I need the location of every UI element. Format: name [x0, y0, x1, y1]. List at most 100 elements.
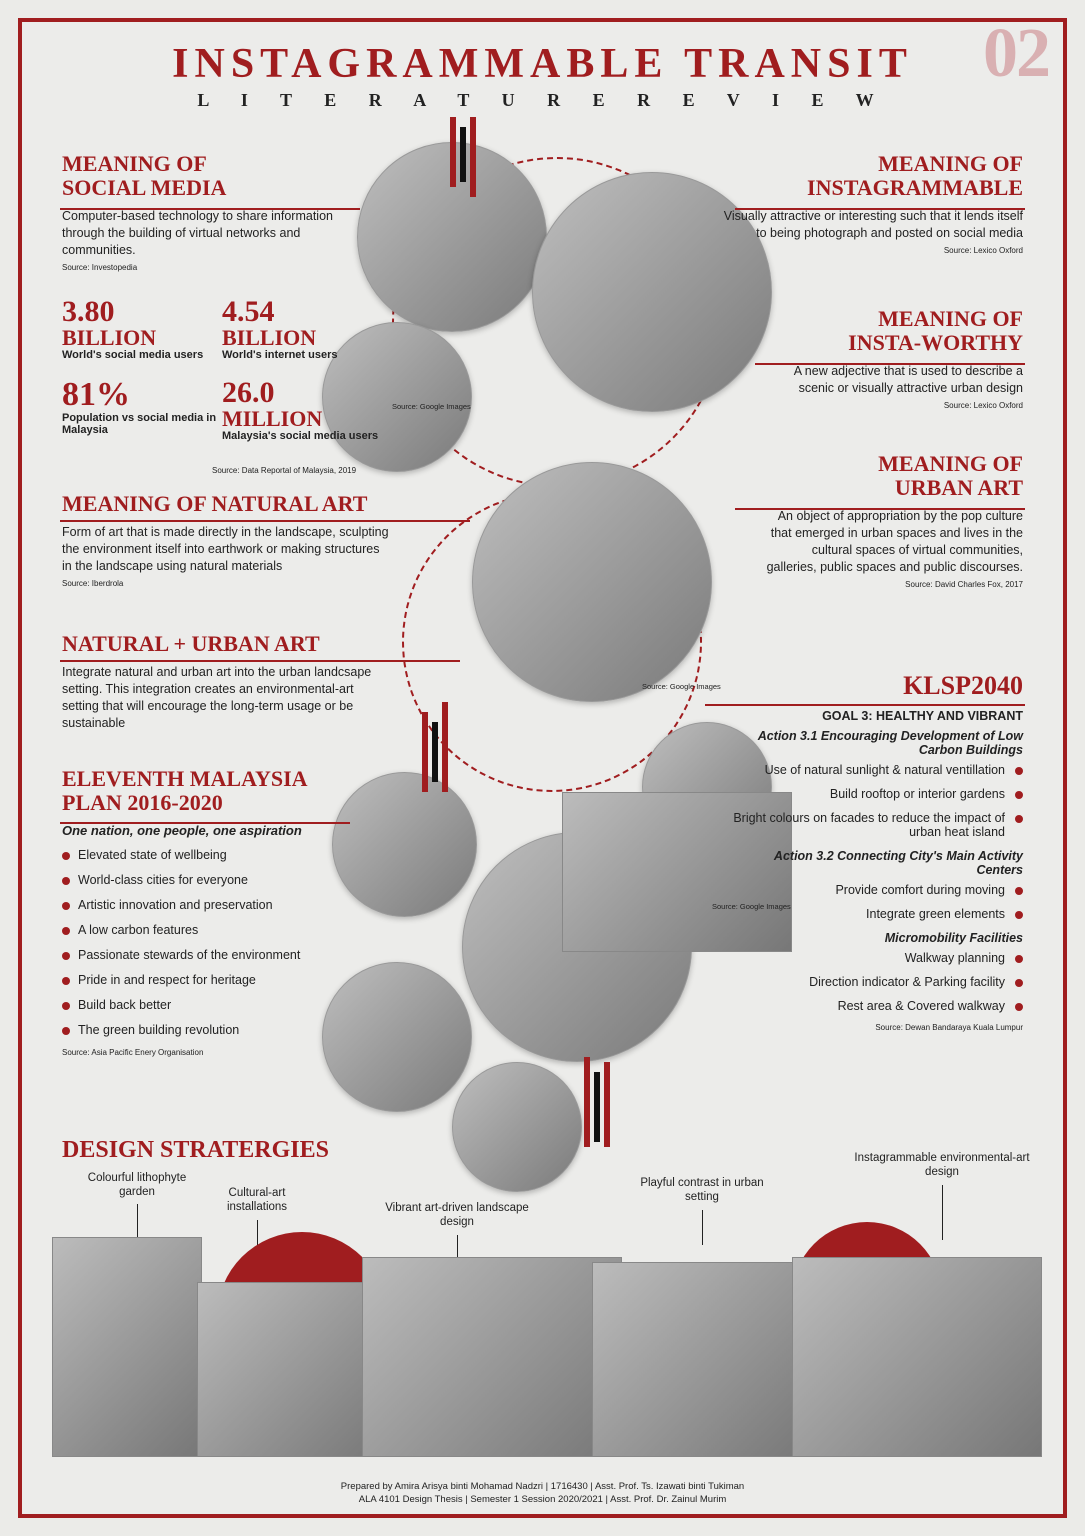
- leader-line: [702, 1210, 703, 1245]
- list-item: Build back better: [62, 998, 372, 1012]
- list-item: Artistic innovation and preservation: [62, 898, 372, 912]
- footer-line: ALA 4101 Design Thesis | Semester 1 Sess…: [22, 1494, 1063, 1506]
- heading: MEANING OF NATURAL ART: [62, 492, 392, 516]
- strategy-image: [197, 1282, 387, 1457]
- list-item: Rest area & Covered walkway: [733, 999, 1023, 1013]
- img-caption: Source: Google Images: [642, 682, 721, 691]
- stat-value: 4.54: [222, 297, 382, 327]
- accent-bar: [432, 722, 438, 782]
- source: Source: Dewan Bandaraya Kuala Lumpur: [733, 1023, 1023, 1032]
- stat: 26.0 MILLION Malaysia's social media use…: [222, 378, 382, 443]
- stats-grid: 3.80 BILLION World's social media users …: [62, 297, 382, 458]
- klsp-action-title: Action 3.1 Encouraging Development of Lo…: [733, 729, 1023, 757]
- strategy-image: [52, 1237, 202, 1457]
- rule: [60, 822, 350, 824]
- source: Source: Asia Pacific Enery Organisation: [62, 1048, 372, 1057]
- circle-image: [452, 1062, 582, 1192]
- list-item: Use of natural sunlight & natural ventil…: [733, 763, 1023, 777]
- accent-bar: [584, 1057, 590, 1147]
- footer-line: Prepared by Amira Arisya binti Mohamad N…: [22, 1481, 1063, 1493]
- strategy-label: Cultural-art installations: [202, 1187, 312, 1215]
- stat: 3.80 BILLION World's social media users: [62, 297, 222, 362]
- tagline: One nation, one people, one aspiration: [62, 823, 372, 838]
- list-item: Direction indicator & Parking facility: [733, 975, 1023, 989]
- stat-label: World's internet users: [222, 349, 382, 362]
- stat: 81% Population vs social media in Malays…: [62, 378, 222, 443]
- strategy-label: Playful contrast in urban setting: [632, 1177, 772, 1205]
- section-urban-art: MEANING OF URBAN ART An object of approp…: [763, 452, 1023, 589]
- body: Form of art that is made directly in the…: [62, 524, 392, 575]
- rule: [60, 660, 460, 662]
- accent-bar: [442, 702, 448, 792]
- stat-value: 26.0: [222, 378, 382, 408]
- circle-image: [472, 462, 712, 702]
- rule: [705, 704, 1025, 706]
- klsp-action31-list: Use of natural sunlight & natural ventil…: [733, 763, 1023, 839]
- body: An object of appropriation by the pop cu…: [763, 508, 1023, 576]
- stat-value: 3.80: [62, 297, 222, 327]
- list-item: Passionate stewards of the environment: [62, 948, 372, 962]
- list-item: Walkway planning: [733, 951, 1023, 965]
- source: Source: Lexico Oxford: [763, 401, 1023, 410]
- rule: [755, 363, 1025, 365]
- leader-line: [942, 1185, 943, 1240]
- rule: [735, 508, 1025, 510]
- heading: NATURAL + URBAN ART: [62, 632, 392, 656]
- source: Source: Iberdrola: [62, 579, 392, 588]
- stat: 4.54 BILLION World's internet users: [222, 297, 382, 362]
- img-caption: Source: Google Images: [712, 902, 791, 911]
- section-instaworthy: MEANING OF INSTA-WORTHY A new adjective …: [763, 307, 1023, 410]
- body: Integrate natural and urban art into the…: [62, 664, 392, 732]
- stat-unit: BILLION: [62, 327, 222, 349]
- plan-bullets: Elevated state of wellbeing World-class …: [62, 848, 372, 1037]
- list-item: Elevated state of wellbeing: [62, 848, 372, 862]
- img-caption: Source: Google Images: [392, 402, 471, 411]
- heading: MEANING OF URBAN ART: [763, 452, 1023, 500]
- list-item: A low carbon features: [62, 923, 372, 937]
- section-natural-art: MEANING OF NATURAL ART Form of art that …: [62, 492, 392, 588]
- list-item: Provide comfort during moving: [733, 883, 1023, 897]
- section-social-media: MEANING OF SOCIAL MEDIA Computer-based t…: [62, 152, 362, 272]
- klsp-goal: GOAL 3: HEALTHY AND VIBRANT: [733, 709, 1023, 723]
- list-item: World-class cities for everyone: [62, 873, 372, 887]
- rule: [735, 208, 1025, 210]
- body: A new adjective that is used to describe…: [763, 363, 1023, 397]
- stat-unit: BILLION: [222, 327, 382, 349]
- page-number: 02: [983, 14, 1049, 94]
- section-eleventh-plan: ELEVENTH MALAYSIA PLAN 2016-2020 One nat…: [62, 767, 372, 1057]
- strategy-label: Colourful lithophyte garden: [77, 1172, 197, 1200]
- stat-value: 81%: [62, 378, 222, 412]
- source: Source: Lexico Oxford: [723, 246, 1023, 255]
- section-instagrammable: MEANING OF INSTAGRAMMABLE Visually attra…: [723, 152, 1023, 255]
- strategy-image: [792, 1257, 1042, 1457]
- accent-bar: [604, 1062, 610, 1147]
- list-item: The green building revolution: [62, 1023, 372, 1037]
- stat-unit: MILLION: [222, 408, 382, 430]
- heading: KLSP2040: [733, 672, 1023, 701]
- stat-label: World's social media users: [62, 349, 222, 362]
- accent-bar: [450, 117, 456, 187]
- klsp-micro-list: Walkway planning Direction indicator & P…: [733, 951, 1023, 1013]
- section-design: DESIGN STRATERGIES: [62, 1137, 382, 1171]
- accent-bar: [460, 127, 466, 182]
- heading: ELEVENTH MALAYSIA PLAN 2016-2020: [62, 767, 372, 815]
- rule: [60, 520, 470, 522]
- rule: [60, 208, 360, 210]
- body: Visually attractive or interesting such …: [723, 208, 1023, 242]
- section-natural-urban: NATURAL + URBAN ART Integrate natural an…: [62, 632, 392, 732]
- heading: DESIGN STRATERGIES: [62, 1137, 382, 1163]
- stat-label: Malaysia's social media users: [222, 430, 382, 443]
- strategy-label: Vibrant art-driven landscape design: [382, 1202, 532, 1230]
- poster-frame: 02 INSTAGRAMMABLE TRANSIT L I T E R A T …: [18, 18, 1067, 1518]
- footer: Prepared by Amira Arisya binti Mohamad N…: [22, 1481, 1063, 1506]
- heading: MEANING OF INSTA-WORTHY: [763, 307, 1023, 355]
- strategy-label: Instagrammable environmental-art design: [852, 1152, 1032, 1180]
- klsp-micro-title: Micromobility Facilities: [733, 931, 1023, 945]
- source: Source: David Charles Fox, 2017: [763, 580, 1023, 589]
- body: Computer-based technology to share infor…: [62, 208, 362, 259]
- heading: MEANING OF SOCIAL MEDIA: [62, 152, 362, 200]
- heading: MEANING OF INSTAGRAMMABLE: [723, 152, 1023, 200]
- accent-bar: [594, 1072, 600, 1142]
- accent-bar: [470, 117, 476, 197]
- source: Source: Investopedia: [62, 263, 362, 272]
